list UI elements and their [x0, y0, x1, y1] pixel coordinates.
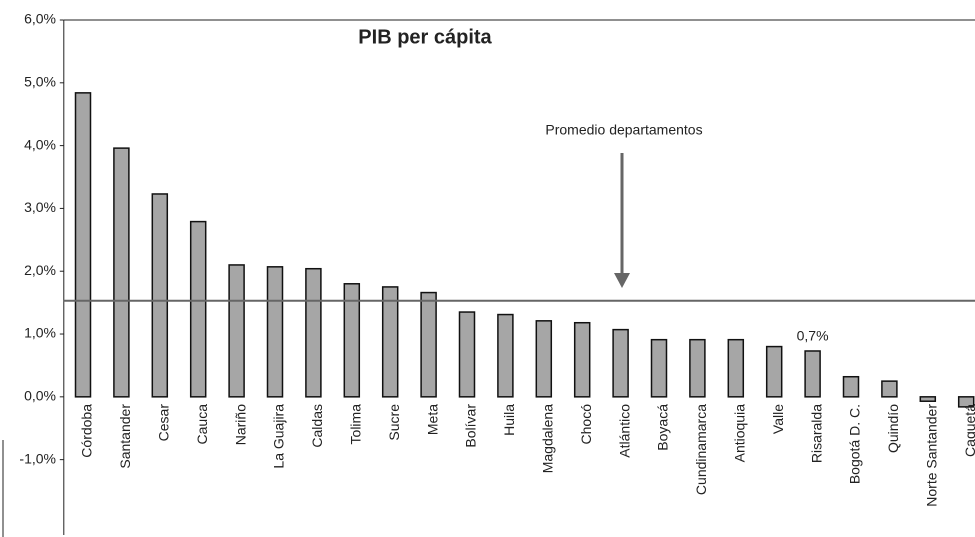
x-tick-label: Meta [424, 404, 440, 435]
bar [881, 380, 898, 398]
x-tick-label: Tolima [348, 404, 364, 445]
bar [151, 193, 169, 398]
bar [228, 264, 245, 398]
y-tick-label: 5,0% [24, 74, 56, 90]
x-tick-label: Cauca [194, 404, 210, 445]
bar [74, 92, 92, 398]
x-tick-label: Córdoba [79, 404, 95, 458]
bar [957, 396, 975, 408]
bar [842, 375, 860, 398]
x-tick-label: Cesar [156, 404, 172, 442]
bar [612, 328, 629, 398]
bar [535, 320, 553, 398]
bar [189, 220, 207, 398]
bar [343, 283, 361, 398]
bar [381, 286, 399, 398]
bar [573, 321, 591, 398]
chart-title: PIB per cápita [358, 26, 492, 48]
bar [689, 338, 706, 398]
bar [765, 345, 783, 398]
bar [266, 266, 284, 398]
x-tick-label: Norte Santander [924, 404, 940, 507]
x-tick-label: Antioquia [732, 404, 748, 463]
y-tick-label: 6,0% [24, 11, 56, 27]
x-tick-label: Bogotá D. C. [847, 404, 863, 484]
x-tick-label: Boyacá [655, 404, 671, 451]
x-tick-label: Cundinamarca [693, 404, 709, 495]
x-tick-label: Risaralda [808, 404, 824, 463]
bar [919, 396, 937, 402]
x-tick-label: Valle [770, 404, 786, 434]
bar [458, 311, 476, 398]
y-tick-label: 1,0% [24, 325, 56, 341]
bar [497, 313, 514, 398]
x-tick-label: Santander [117, 404, 133, 469]
y-tick-label: 2,0% [24, 262, 56, 278]
x-tick-label: Quindío [885, 404, 901, 453]
x-tick-label: Caquetá [962, 404, 975, 457]
x-tick-label: Magdalena [540, 404, 556, 473]
x-tick-label: Atlántico [616, 404, 632, 458]
x-tick-label: La Guajira [271, 404, 287, 469]
y-tick-label: 4,0% [24, 136, 56, 152]
x-tick-label: Nariño [232, 404, 248, 445]
value-label: 0,7% [797, 328, 829, 344]
x-tick-label: Sucre [386, 404, 402, 441]
bar [804, 350, 821, 398]
annotation: Promedio departamentos [545, 122, 702, 138]
x-tick-label: Chocó [578, 404, 594, 445]
bar [727, 338, 745, 398]
x-tick-label: Huila [501, 404, 517, 436]
bar [420, 291, 437, 398]
bar [113, 147, 130, 398]
bar [650, 338, 668, 398]
bar [305, 267, 322, 398]
x-tick-label: Bolívar [463, 404, 479, 448]
y-tick-label: 3,0% [24, 199, 56, 215]
y-tick-label: -1,0% [19, 450, 56, 466]
x-tick-label: Caldas [309, 404, 325, 448]
y-tick-label: 0,0% [24, 388, 56, 404]
arrow-head [614, 273, 630, 288]
